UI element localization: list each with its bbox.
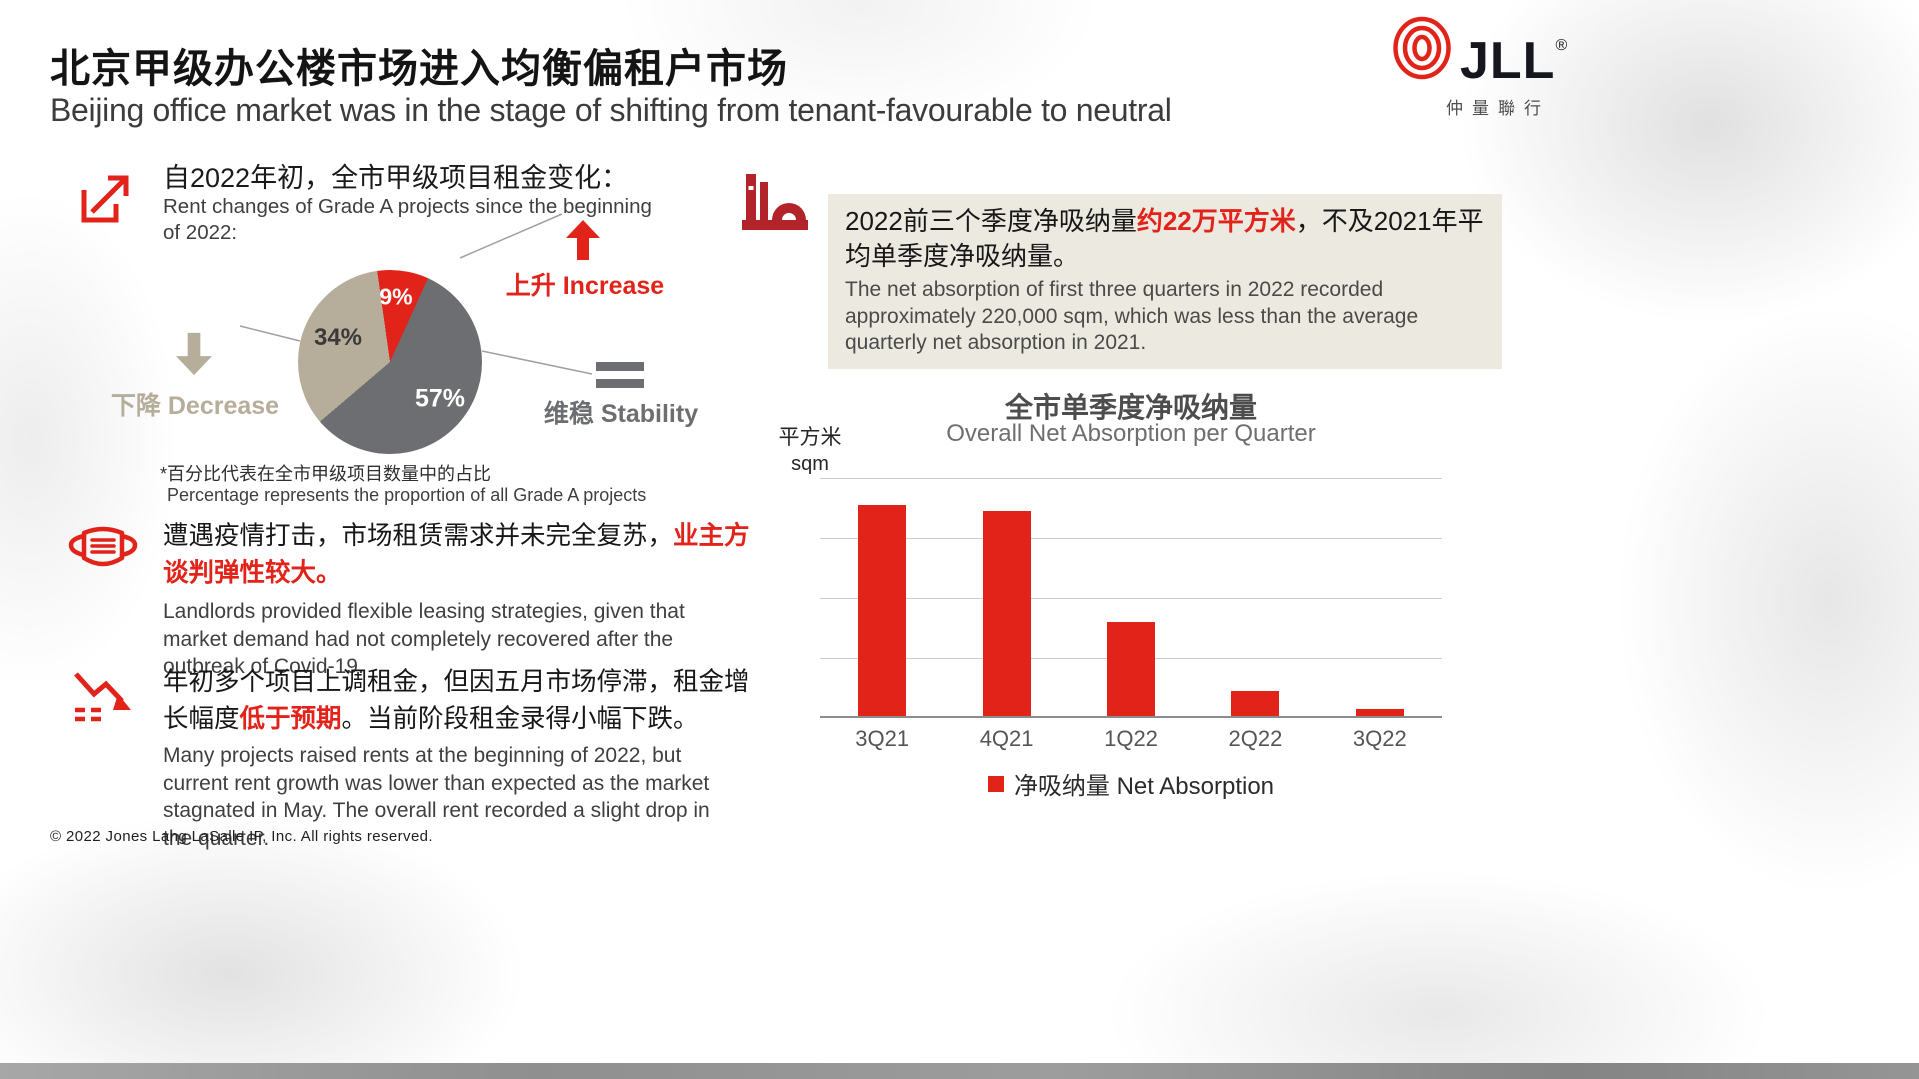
pie-value-stability: 57% [414,384,466,413]
legend-label: 净吸纳量 Net Absorption [1013,773,1275,800]
pie-footnote-en: Percentage represents the proportion of … [167,485,647,505]
legend-swatch [987,775,1004,792]
pie-value-increase: 9% [379,283,413,310]
mask-icon [66,520,140,579]
background-texture [1599,280,1919,920]
y-axis-label: 平方米 sqm [768,424,852,478]
bar-column-4Q21 [944,478,1068,718]
bar-column-1Q22 [1069,478,1193,718]
covid-paragraph-en: Landlords provided flexible leasing stra… [163,600,685,678]
bar-chart-legend: 净吸纳量 Net Absorption [820,766,1442,801]
x-tick-3Q22: 3Q22 [1352,726,1407,751]
x-tick-1Q22: 1Q22 [1104,726,1158,751]
background-texture [1079,859,1799,1079]
gridline [820,538,1442,539]
rent-intro-zh: 自2022年初，全市甲级项目租金变化： [163,163,629,193]
absorption-zh-b: ，不及2021年平均单季度净吸纳量。 [845,206,1484,271]
page-title: 北京甲级办公楼市场进入均衡偏租户市场 [50,47,788,91]
covid-paragraph-zh: 遭遇疫情打击，市场租赁需求并未完全复苏，业主方谈判弹性较大。 [163,518,751,592]
bar-column-3Q21 [820,478,944,718]
rent-intro-en: Rent changes of Grade A projects since t… [163,195,652,244]
x-tick-2Q22: 2Q22 [1228,726,1283,751]
absorption-zh-highlight: 约22万平方米 [1136,206,1296,236]
stability-equals-icon [596,362,644,393]
gridline [820,598,1442,599]
covid-zh-normal: 遭遇疫情打击，市场租赁需求并未完全复苏， [163,522,674,550]
absorption-callout-en: The net absorption of first three quarte… [845,278,1419,354]
absorption-callout-box: 2022前三个季度净吸纳量约22万平方米，不及2021年平均单季度净吸纳量。 T… [828,194,1502,369]
rent-growth-paragraph-en: Many projects raised rents at the beginn… [163,744,710,850]
rent-change-expand-icon [74,168,136,235]
bar-3Q22 [1355,709,1404,718]
bar-column-2Q22 [1193,478,1317,718]
jll-logo-text: JLL® [1460,16,1568,91]
bar-column-3Q22 [1318,478,1442,718]
x-tick-3Q21: 3Q21 [855,726,910,751]
y-axis-label-en: sqm [791,453,829,475]
pie-chart: 9% 57% 34% [298,270,482,454]
rent-trend-down-icon [72,668,134,731]
x-axis-line [820,716,1442,718]
factory-icon [740,164,810,239]
jll-logo-mark-icon [1390,16,1454,85]
bar-x-labels: 3Q21 4Q21 1Q22 2Q22 3Q22 [820,726,1442,752]
absorption-zh-a: 2022前三个季度净吸纳量 [845,206,1137,236]
y-axis-label-zh: 平方米 [778,426,842,449]
page-subtitle: Beijing office market was in the stage o… [50,92,1172,128]
bar-chart-title-zh: 全市单季度净吸纳量 [1004,392,1257,423]
covid-zh-highlight: 业主方谈判弹性较大。 [163,522,750,587]
gridline [820,478,1442,479]
pie-legend-increase: 上升 Increase [505,272,665,300]
registered-mark: ® [1555,37,1569,54]
rent-growth-zh-a: 年初多个项目上调租金，但因五月市场停滞，租金增长幅度 [163,668,750,733]
bar-2Q22 [1231,691,1280,718]
increase-arrow-icon [566,220,600,265]
pie-legend-decrease: 下降 Decrease [110,392,280,420]
bar-3Q21 [858,505,907,718]
bar-1Q22 [1107,622,1156,718]
pie-value-decrease: 34% [313,324,363,351]
absorption-callout-zh: 2022前三个季度净吸纳量约22万平方米，不及2021年平均单季度净吸纳量。 [845,204,1485,274]
rent-growth-paragraph-zh: 年初多个项目上调租金，但因五月市场停滞，租金增长幅度低于预期。当前阶段租金录得小… [163,664,751,738]
decrease-arrow-icon [176,332,212,381]
pie-footnote-zh: *百分比代表在全市甲级项目数量中的占比 [160,464,492,484]
x-tick-4Q21: 4Q21 [979,726,1034,751]
copyright: © 2022 Jones Lang LaSalle IP, Inc. All r… [50,828,433,845]
bar-columns [820,478,1442,718]
pie-callout-lines [239,213,593,375]
bottom-texture-band [0,1063,1919,1079]
bar-chart-plot [820,478,1442,718]
bar-4Q21 [982,511,1031,718]
bar-chart-title-en: Overall Net Absorption per Quarter [946,420,1316,447]
jll-wordmark: JLL [1460,32,1556,90]
pie-legend-stability: 维稳 Stability [543,400,699,428]
rent-growth-zh-highlight: 低于预期 [239,705,342,733]
rent-growth-zh-b: 。当前阶段租金录得小幅下跌。 [341,705,699,733]
jll-logo-chinese: 仲量聯行 [1446,99,1550,118]
